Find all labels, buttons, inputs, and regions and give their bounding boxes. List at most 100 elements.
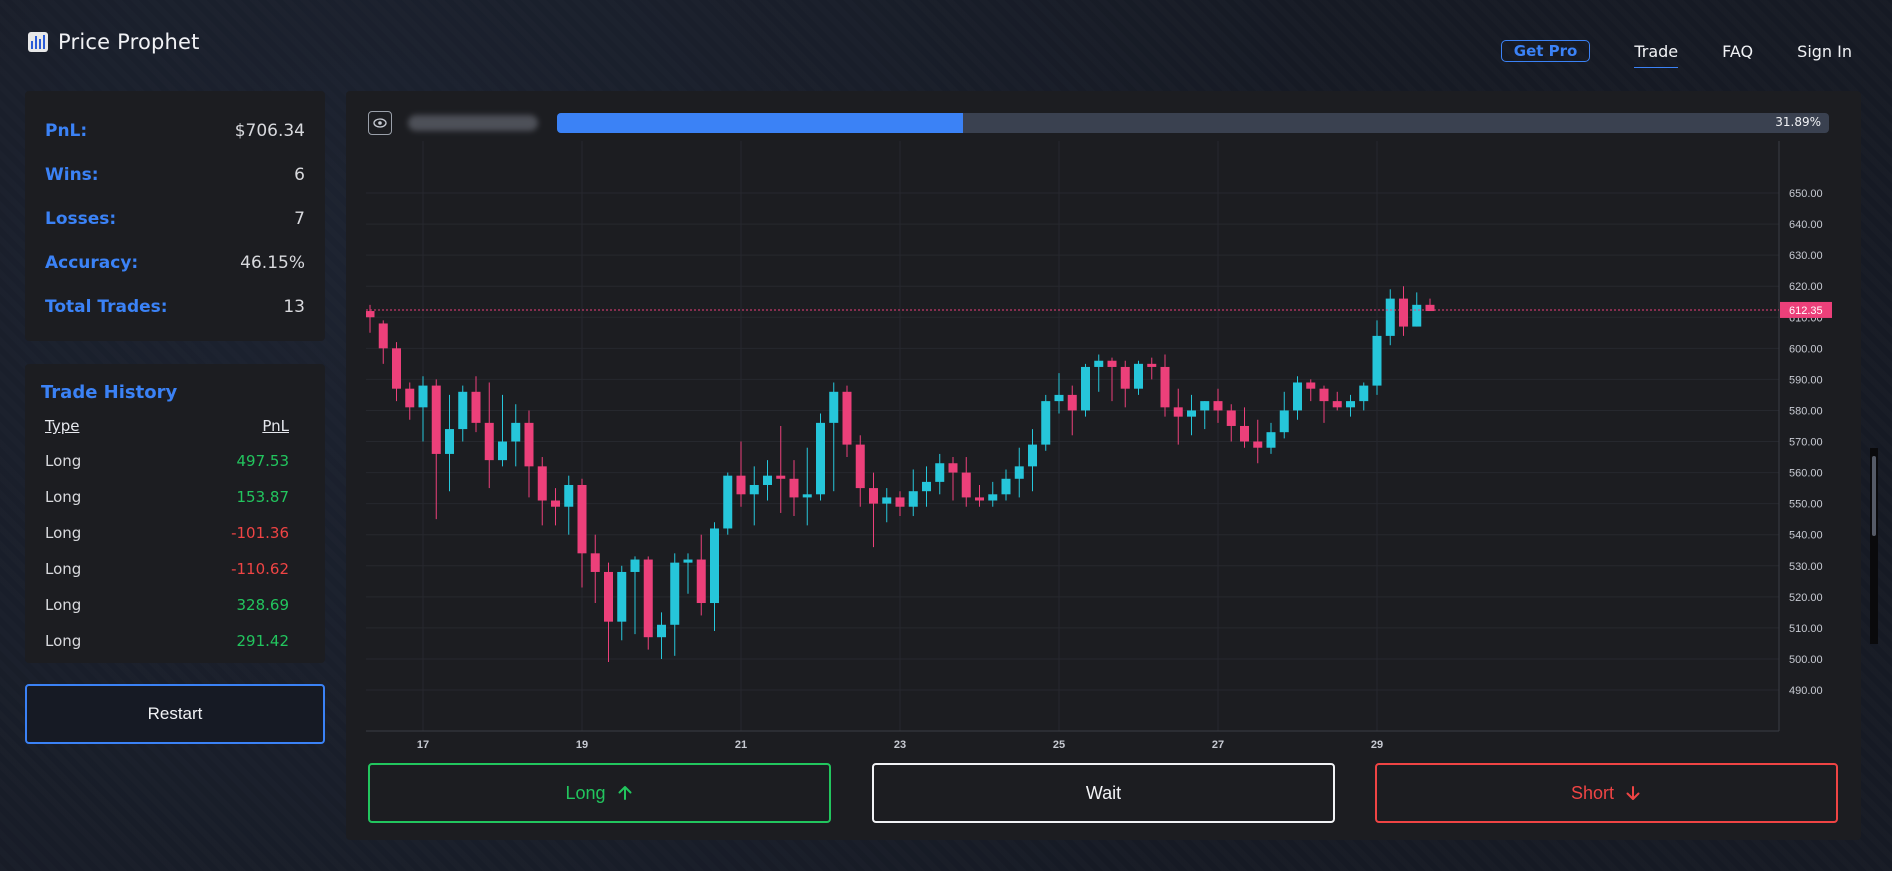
trade-type: Long: [45, 632, 82, 650]
candle-body: [1041, 401, 1051, 445]
price-tick-label: 650.00: [1789, 188, 1823, 200]
candle-body: [1014, 466, 1024, 479]
candle-body: [405, 388, 415, 408]
stat-label: Losses:: [45, 209, 117, 229]
price-tick-label: 530.00: [1789, 561, 1823, 573]
candle-body: [736, 475, 746, 495]
scrollbar-thumb[interactable]: [1872, 456, 1876, 536]
candle-body: [710, 528, 719, 604]
wait-label: Wait: [1085, 782, 1122, 803]
candle-body: [1293, 382, 1302, 411]
candle-body: [895, 497, 905, 507]
trade-history-list: Long 497.53 Long 153.87 Long -101.36 Long -110.…: [41, 443, 309, 659]
short-button[interactable]: Short: [1375, 763, 1838, 823]
candle-body: [696, 559, 706, 604]
price-tick-label: 560.00: [1789, 468, 1823, 480]
candle-body: [445, 429, 454, 454]
candle-body: [935, 463, 945, 482]
restart-button[interactable]: Restart: [25, 684, 325, 744]
date-tick-label: 25: [1053, 739, 1065, 751]
date-tick-label: 19: [576, 739, 588, 751]
candle-body: [1213, 401, 1223, 411]
price-tick-label: 580.00: [1789, 405, 1823, 417]
candle-body: [537, 466, 547, 501]
date-tick-label: 29: [1371, 739, 1383, 751]
trade-history-row[interactable]: Long 328.69: [41, 587, 309, 623]
price-tick-label: 540.00: [1789, 530, 1823, 542]
price-tick-label: 510.00: [1789, 623, 1823, 635]
candle-body: [882, 497, 892, 504]
candle-body: [1279, 410, 1289, 433]
trade-history-row[interactable]: Long -110.62: [41, 551, 309, 587]
candle-body: [842, 391, 852, 445]
candle-body: [458, 391, 468, 430]
candle-body: [1306, 382, 1316, 389]
candle-body: [524, 422, 534, 467]
candle-body: [670, 562, 680, 625]
nav-trade[interactable]: Trade: [1634, 42, 1679, 68]
column-pnl-header[interactable]: PnL: [262, 417, 289, 435]
candle-body: [1372, 335, 1382, 386]
trade-history-row[interactable]: Long 153.87: [41, 479, 309, 515]
candle-body: [975, 497, 984, 501]
stat-total-trades: Total Trades: 13: [45, 285, 305, 329]
candle-body: [948, 463, 958, 473]
wait-button[interactable]: Wait: [872, 763, 1335, 823]
trade-history-row[interactable]: Long 497.53: [41, 443, 309, 479]
plot-area: [366, 141, 1779, 731]
short-label: Short: [1570, 782, 1615, 803]
candle-body: [643, 559, 653, 638]
eye-icon[interactable]: [368, 111, 392, 135]
candle-body: [723, 475, 733, 529]
get-pro-button[interactable]: Get Pro: [1500, 40, 1591, 62]
logo[interactable]: Price Prophet: [28, 30, 200, 54]
nav-faq[interactable]: FAQ: [1722, 41, 1754, 61]
candle-body: [908, 491, 918, 507]
candle-body: [1240, 425, 1249, 442]
candle-body: [471, 391, 481, 423]
trade-history-row[interactable]: Long -101.36: [41, 515, 309, 551]
long-button[interactable]: Long: [368, 763, 831, 823]
date-tick-label: 21: [735, 739, 747, 751]
candlestick-chart[interactable]: 650.00640.00630.00620.00610.00600.00590.…: [366, 141, 1842, 763]
candle-body: [1054, 394, 1064, 402]
candle-body: [1107, 360, 1117, 367]
candle-body: [577, 484, 587, 554]
trade-pnl: 497.53: [236, 452, 290, 470]
candle-body: [1226, 410, 1236, 426]
wins-value: 6: [294, 165, 305, 185]
candle-body: [749, 484, 759, 495]
candle-body: [431, 385, 441, 454]
price-tick-label: 630.00: [1789, 250, 1823, 262]
trade-history-scrollbar[interactable]: [1870, 448, 1878, 644]
progress-percent: 31.89%: [1775, 115, 1821, 129]
trade-pnl: 328.69: [236, 596, 290, 614]
nav-sign-in[interactable]: Sign In: [1797, 41, 1852, 61]
candle-body: [869, 488, 878, 504]
candle-body: [1134, 363, 1143, 389]
candle-body: [590, 553, 600, 572]
trade-type: Long: [45, 560, 82, 578]
date-tick-label: 17: [417, 739, 429, 751]
candle-body: [816, 422, 825, 495]
candles-logo-icon: [28, 32, 48, 52]
chart-panel: 31.89% 650.00 640.00 630.00 620.00 610.00 600…: [346, 91, 1861, 840]
candle-body: [617, 571, 627, 622]
candle-body: [1346, 401, 1355, 408]
candle-body: [776, 475, 786, 479]
price-tick-label: 490.00: [1789, 685, 1823, 697]
candle-body: [1120, 366, 1130, 389]
stat-label: PnL:: [45, 121, 88, 141]
current-price-label: 612.35: [1789, 305, 1823, 317]
progress-bar: 31.89%: [557, 113, 1829, 133]
candle-body: [1160, 366, 1170, 408]
candle-body: [1425, 304, 1435, 312]
arrow-up-icon: [618, 786, 632, 800]
main-nav: Get Pro Trade FAQ Sign In: [1500, 34, 1852, 68]
stats-panel: PnL: $706.34 Wins: 6 Losses: 7 Accuracy:…: [25, 91, 325, 341]
candle-body: [1412, 304, 1422, 327]
candle-body: [988, 494, 998, 501]
column-type-header[interactable]: Type: [45, 417, 80, 435]
trade-history-row[interactable]: Long 291.42: [41, 623, 309, 659]
candle-body: [1187, 410, 1196, 417]
